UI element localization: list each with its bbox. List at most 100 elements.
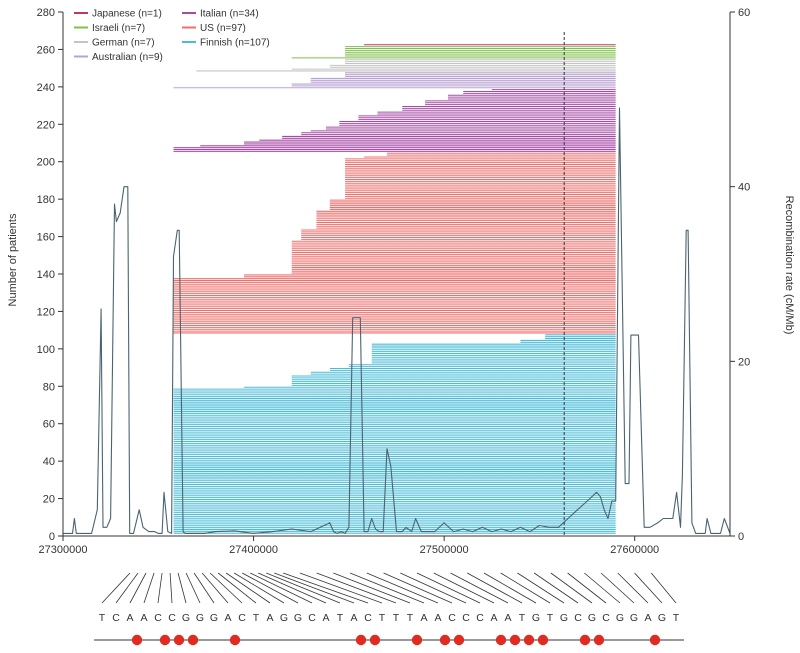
nucleotide-base: A (224, 612, 231, 624)
connector-line (349, 572, 425, 604)
connector-line (233, 572, 285, 604)
nucleotide-base: T (99, 612, 106, 624)
nucleotide-base: A (434, 612, 441, 624)
connector-line (550, 572, 593, 604)
connector-line (157, 572, 163, 604)
connector-line (101, 572, 131, 604)
connector-line (283, 572, 369, 604)
nucleotide-base: T (253, 612, 260, 624)
nucleotide-base: A (504, 612, 511, 624)
variant-marker (411, 634, 423, 646)
nucleotide-base: G (658, 612, 666, 624)
nucleotide-base: T (519, 612, 526, 624)
nucleotide-base: G (196, 612, 204, 624)
y-tick-label: 100 (37, 344, 55, 356)
connector-line (143, 572, 155, 604)
connector-line (366, 572, 439, 604)
connector-line (500, 572, 551, 604)
recombination-rate-layer (63, 32, 731, 536)
legend: Japanese (n=1) Israeli (n=7) German (n=7) A… (74, 9, 270, 63)
connector-line (250, 572, 313, 604)
nucleotide-base: T (379, 612, 386, 624)
connector-line (333, 572, 411, 604)
connector-line (400, 572, 467, 604)
y-tick-label: 0 (49, 531, 55, 543)
legend-label: Finnish (n=107) (200, 38, 270, 49)
y-tick-label: 220 (37, 119, 55, 131)
y-tick-label: 180 (37, 194, 55, 206)
variant-marker (187, 634, 199, 646)
variant-marker (509, 634, 521, 646)
nucleotide-base: A (126, 612, 133, 624)
connector-line (177, 572, 187, 604)
nucleotide-base: A (266, 612, 273, 624)
connector-line (274, 572, 355, 604)
connector-line (600, 572, 635, 604)
legend-label: Israeli (n=7) (92, 23, 145, 34)
y2-tick-label: 60 (738, 7, 750, 19)
y-tick-label: 40 (43, 456, 55, 468)
nucleotide-base: C (448, 612, 456, 624)
y2-tick-label: 0 (738, 531, 744, 543)
connector-line (450, 572, 509, 604)
nucleotide-base: T (547, 612, 554, 624)
connector-line (316, 572, 397, 604)
connector-line (258, 572, 327, 604)
y2-axis-label: Recombination rate (cM/Mb) (783, 196, 795, 335)
connector-line (617, 572, 649, 604)
nucleotide-base: A (420, 612, 427, 624)
haplotype-bars (173, 44, 616, 534)
nucleotide-base: G (532, 612, 540, 624)
nucleotide-base: G (280, 612, 288, 624)
connector-line (533, 572, 579, 604)
connector-line (129, 572, 147, 604)
variant-marker (229, 634, 241, 646)
nucleotide-base: G (616, 612, 624, 624)
x-tick-label: 27600000 (610, 544, 659, 556)
legend-label: US (n=97) (200, 23, 246, 34)
y2-tick-label: 40 (738, 182, 750, 194)
connector-line (416, 572, 481, 604)
y-tick-label: 80 (43, 381, 55, 393)
variant-marker (355, 634, 367, 646)
y-tick-label: 280 (37, 7, 55, 19)
nucleotide-base: C (154, 612, 162, 624)
connector-line (467, 572, 523, 604)
recombination-rate-line (63, 107, 731, 534)
nucleotide-base: T (393, 612, 400, 624)
variant-marker (369, 634, 381, 646)
nucleotide-base: T (407, 612, 414, 624)
connector-line (483, 572, 537, 604)
nucleotide-base: C (462, 612, 470, 624)
nucleotide-base: T (337, 612, 344, 624)
variant-marker (159, 634, 171, 646)
legend-label: Australian (n=9) (92, 52, 163, 63)
nucleotide-base: A (644, 612, 651, 624)
connector-line (299, 572, 383, 604)
y-tick-label: 260 (37, 44, 55, 56)
variant-marker (593, 634, 605, 646)
connector-line (185, 572, 201, 604)
connector-line (650, 572, 677, 604)
nucleotide-base: C (602, 612, 610, 624)
connector-line (584, 572, 621, 604)
connector-line (115, 572, 139, 604)
variant-marker (131, 634, 143, 646)
nucleotide-base: G (560, 612, 568, 624)
nucleotide-base: C (238, 612, 246, 624)
y-axis-label: Number of patients (7, 213, 19, 306)
connector-line (201, 572, 229, 604)
nucleotide-base: T (673, 612, 680, 624)
axes: 0 20 40 60 80 100 120 140 160 180 200 220 240 260 280 0… (37, 7, 751, 556)
connector-line (567, 572, 607, 604)
variant-marker (579, 634, 591, 646)
nucleotide-base: A (350, 612, 357, 624)
y-tick-label: 120 (37, 306, 55, 318)
nucleotide-base: C (364, 612, 372, 624)
legend-label: Japanese (n=1) (92, 9, 162, 20)
nucleotide-base: G (182, 612, 190, 624)
nucleotide-base: A (322, 612, 329, 624)
legend-label: German (n=7) (92, 38, 155, 49)
